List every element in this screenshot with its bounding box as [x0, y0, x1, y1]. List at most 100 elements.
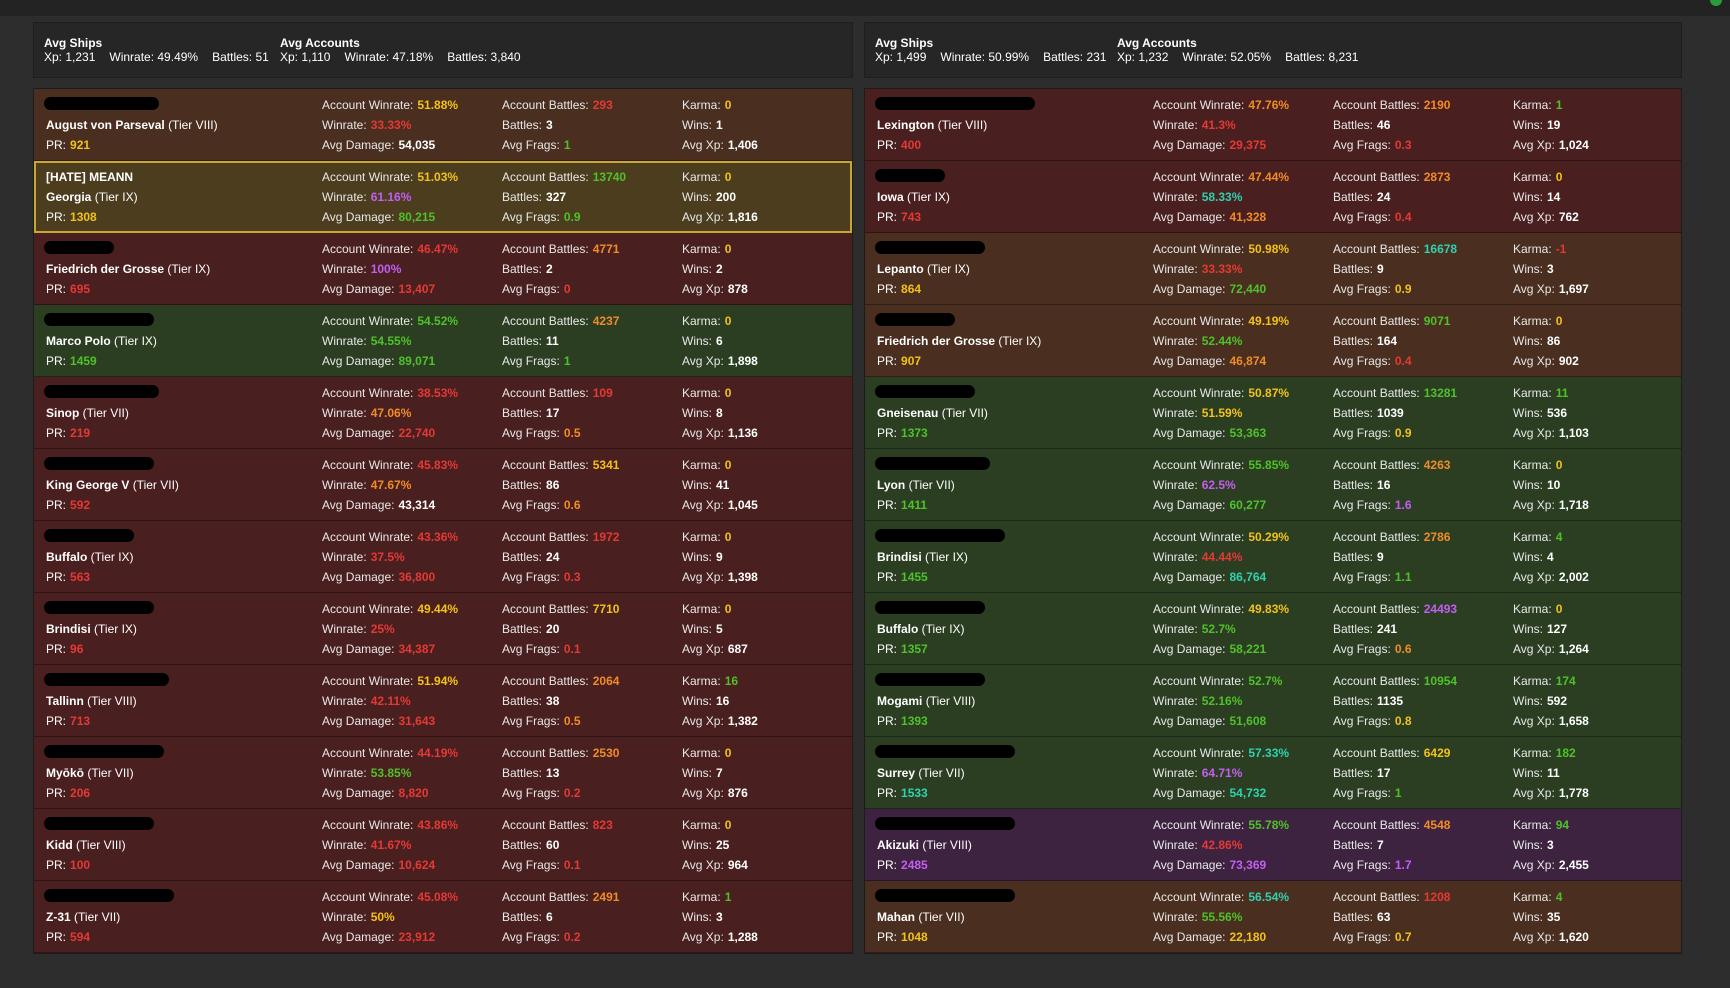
karma-value: -1 — [1555, 242, 1567, 256]
wins-value: 3 — [1547, 838, 1554, 852]
avg-damage-label: Avg Damage: — [322, 354, 395, 368]
battles-stat: Battles: 60 — [502, 838, 559, 852]
player-row[interactable]: Marco Polo (Tier IX) PR: 1459 Account Winra… — [34, 305, 852, 377]
player-row[interactable]: Brindisi (Tier IX) PR: 1455 Account Winrate… — [865, 521, 1681, 593]
avg-xp-stat: Avg Xp: 1,778 — [1513, 786, 1589, 800]
winrate-value: 41.67% — [370, 838, 412, 852]
ship-info: Lepanto (Tier IX) — [877, 262, 970, 276]
ship-tier: (Tier IX) — [114, 334, 157, 348]
ship-info: Kidd (Tier VIII) — [46, 838, 126, 852]
team-summary: Avg Ships Xp: 1,499 Winrate: 50.99% Battles… — [864, 22, 1682, 78]
battles-value: 11 — [546, 334, 559, 348]
ship-name: Surrey — [877, 766, 916, 780]
avg-xp-label: Avg Xp: — [1513, 282, 1555, 296]
battles-label: Battles: — [1333, 334, 1374, 348]
player-row[interactable]: August von Parseval (Tier VIII) PR: 921 Acc… — [34, 89, 852, 161]
avg-xp-value: 1,264 — [1558, 642, 1589, 656]
redacted-name — [875, 529, 1005, 542]
karma-stat: Karma: -1 — [1513, 242, 1566, 256]
karma-value: 0 — [724, 242, 732, 256]
player-row[interactable]: Iowa (Tier IX) PR: 743 Account Winrate: 47.4… — [865, 161, 1681, 233]
player-row[interactable]: Akizuki (Tier VIII) PR: 2485 Account Winrat… — [865, 809, 1681, 881]
wins-stat: Wins: 9 — [682, 550, 723, 564]
account-winrate-label: Account Winrate: — [1153, 530, 1245, 544]
player-row[interactable]: Lepanto (Tier IX) PR: 864 Account Winrate: 5… — [865, 233, 1681, 305]
player-row[interactable]: Sinop (Tier VII) PR: 219 Account Winrate: 38… — [34, 377, 852, 449]
player-row[interactable]: Friedrich der Grosse (Tier IX) PR: 695 Acco… — [34, 233, 852, 305]
player-row[interactable]: Tallinn (Tier VIII) PR: 713 Account Winrate… — [34, 665, 852, 737]
avg-frags-label: Avg Frags: — [502, 354, 560, 368]
player-row[interactable]: Lexington (Tier VIII) PR: 400 Account Winra… — [865, 89, 1681, 161]
ship-tier: (Tier VII) — [74, 910, 121, 924]
battles-stat: Battles: 3 — [502, 118, 553, 132]
pr-value: 100 — [70, 858, 91, 872]
battles-label: Battles: — [1333, 766, 1374, 780]
avg-frags-value: 0.8 — [1394, 714, 1412, 728]
avg-damage-value: 10,624 — [398, 858, 436, 872]
redacted-name — [44, 817, 154, 830]
avg-damage-value: 80,215 — [398, 210, 436, 224]
winrate-stat: Winrate: 33.33% — [322, 118, 411, 132]
account-winrate-label: Account Winrate: — [1153, 386, 1245, 400]
ship-name: Iowa — [877, 190, 904, 204]
wins-stat: Wins: 6 — [682, 334, 723, 348]
player-row[interactable]: Friedrich der Grosse (Tier IX) PR: 907 Acco… — [865, 305, 1681, 377]
player-row[interactable]: Brindisi (Tier IX) PR: 96 Account Winrate: 4… — [34, 593, 852, 665]
pr-label: PR: — [877, 354, 898, 368]
battles-stat: Battles: 24 — [1333, 190, 1390, 204]
ship-info: Lexington (Tier VIII) — [877, 118, 987, 132]
winrate-label: Winrate: — [322, 550, 367, 564]
player-row[interactable]: Surrey (Tier VII) PR: 1533 Account Winrate:… — [865, 737, 1681, 809]
player-row[interactable]: Gneisenau (Tier VII) PR: 1373 Account Winra… — [865, 377, 1681, 449]
ship-info: Z-31 (Tier VII) — [46, 910, 120, 924]
player-row[interactable]: Myōkō (Tier VII) PR: 206 Account Winrate: 44… — [34, 737, 852, 809]
winrate-value: 58.33% — [1201, 190, 1243, 204]
karma-stat: Karma: 0 — [682, 602, 731, 616]
winrate-label: Winrate: — [322, 406, 367, 420]
player-row[interactable]: King George V (Tier VII) PR: 592 Account Wi… — [34, 449, 852, 521]
battles-label: Battles: — [502, 694, 543, 708]
avg-damage-label: Avg Damage: — [322, 498, 395, 512]
avg-xp-stat: Avg Xp: 1,382 — [682, 714, 758, 728]
pr-value: 1411 — [901, 498, 928, 512]
winrate-value: 100% — [370, 262, 402, 276]
player-row[interactable]: Mogami (Tier VIII) PR: 1393 Account Winrate… — [865, 665, 1681, 737]
account-battles-stat: Account Battles: 6429 — [1333, 746, 1450, 760]
account-winrate-stat: Account Winrate: 47.44% — [1153, 170, 1289, 184]
avg-frags-label: Avg Frags: — [1333, 786, 1391, 800]
summary-accounts-battles: Battles: 8,231 — [1285, 50, 1359, 64]
player-row[interactable]: Buffalo (Tier IX) PR: 1357 Account Winrate:… — [865, 593, 1681, 665]
avg-frags-stat: Avg Frags: 0.5 — [502, 426, 581, 440]
avg-damage-value: 36,800 — [398, 570, 436, 584]
player-row[interactable]: [HATE] MEANN Georgia (Tier IX) PR: 1308 Acco… — [34, 161, 852, 233]
avg-xp-value: 1,382 — [727, 714, 758, 728]
account-winrate-value: 49.83% — [1248, 602, 1290, 616]
avg-frags-stat: Avg Frags: 0.6 — [1333, 642, 1412, 656]
avg-damage-label: Avg Damage: — [322, 138, 395, 152]
wins-label: Wins: — [1513, 838, 1543, 852]
account-battles-stat: Account Battles: 2530 — [502, 746, 619, 760]
player-row[interactable]: Lyon (Tier VII) PR: 1411 Account Winrate: 55… — [865, 449, 1681, 521]
pr-label: PR: — [46, 786, 67, 800]
account-battles-label: Account Battles: — [1333, 170, 1420, 184]
ship-name: Buffalo — [877, 622, 919, 636]
player-row[interactable]: Mahan (Tier VII) PR: 1048 Account Winrate: 5… — [865, 881, 1681, 953]
pr-stat: PR: 1373 — [877, 426, 928, 440]
battles-stat: Battles: 86 — [502, 478, 559, 492]
battles-value: 1135 — [1377, 694, 1404, 708]
battles-value: 9 — [1377, 550, 1384, 564]
account-battles-value: 6429 — [1423, 746, 1451, 760]
player-row[interactable]: Kidd (Tier VIII) PR: 100 Account Winrate: 43… — [34, 809, 852, 881]
ship-info: King George V (Tier VII) — [46, 478, 179, 492]
player-row[interactable]: Buffalo (Tier IX) PR: 563 Account Winrate: 4… — [34, 521, 852, 593]
pr-value: 1455 — [901, 570, 928, 584]
account-winrate-stat: Account Winrate: 45.83% — [322, 458, 458, 472]
account-winrate-label: Account Winrate: — [1153, 170, 1245, 184]
account-battles-value: 2064 — [592, 674, 620, 688]
wins-value: 9 — [716, 550, 723, 564]
player-row[interactable]: Z-31 (Tier VII) PR: 594 Account Winrate: 45.… — [34, 881, 852, 953]
avg-frags-value: 0.9 — [1394, 426, 1412, 440]
account-battles-stat: Account Battles: 2786 — [1333, 530, 1450, 544]
summary-ships-winrate: Winrate: 49.49% — [109, 50, 199, 64]
battles-label: Battles: — [1333, 118, 1374, 132]
